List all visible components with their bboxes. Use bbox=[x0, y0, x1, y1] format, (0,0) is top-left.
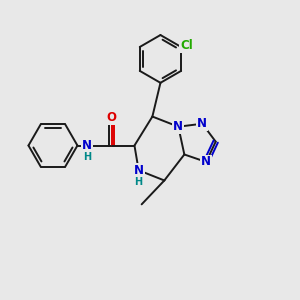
Text: H: H bbox=[135, 177, 143, 187]
Text: N: N bbox=[82, 139, 92, 152]
Text: N: N bbox=[201, 155, 211, 168]
Text: N: N bbox=[134, 164, 144, 177]
Text: H: H bbox=[82, 152, 91, 163]
Text: O: O bbox=[107, 111, 117, 124]
Text: N: N bbox=[197, 117, 207, 130]
Text: Cl: Cl bbox=[180, 39, 193, 52]
Text: N: N bbox=[173, 120, 183, 133]
